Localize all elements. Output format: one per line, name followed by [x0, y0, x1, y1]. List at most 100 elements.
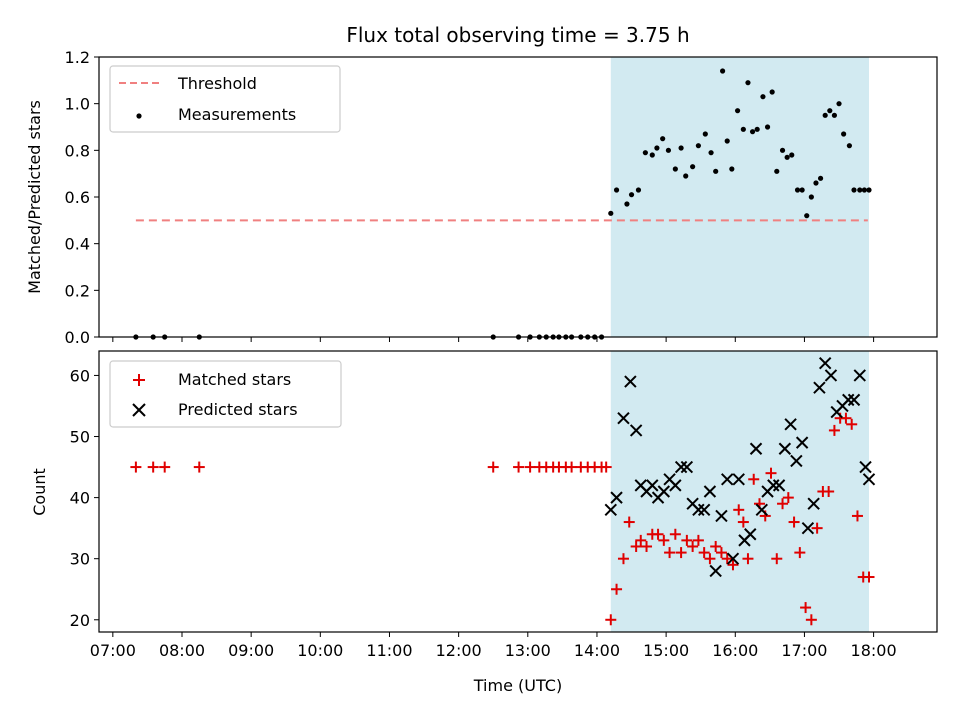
predicted-star-point [709, 564, 722, 578]
measurement-point [672, 166, 678, 172]
measurement-point [774, 168, 780, 174]
matched-star-point [664, 547, 676, 559]
matched-star-point [805, 614, 817, 626]
measurement-point [628, 192, 635, 198]
matched-star-point [605, 614, 617, 626]
bottom-y-ticks: 20 30 40 50 60 [70, 366, 99, 630]
top-y-tick-label: 0.4 [65, 235, 90, 254]
predicted-star-point [801, 521, 815, 535]
predicted-star-point [617, 411, 630, 425]
top-x-ticks [112, 337, 875, 342]
bottom-y-tick-label: 50 [70, 428, 90, 447]
measurement-point [635, 187, 642, 193]
measurement-point [817, 175, 824, 181]
measurement-point [729, 166, 735, 172]
top-legend: Threshold Measurements [109, 65, 341, 133]
matched-star-point [727, 559, 739, 571]
top-y-axis-label: Matched/Predicted stars [25, 100, 44, 294]
measurement-point [861, 187, 867, 193]
predicted-star-point [715, 509, 728, 523]
matched-star-point [566, 461, 578, 473]
bottom-y-tick-label: 60 [70, 366, 90, 385]
measurement-point [613, 187, 620, 193]
matched-star-point [611, 583, 623, 595]
matched-star-point [771, 553, 783, 565]
predicted-star-point [813, 381, 826, 394]
bottom-x-ticks: 07:00 08:00 09:00 10:00 11:00 12:00 13:00 14:00… [90, 632, 897, 660]
top-y-tick-label: 1.2 [65, 48, 90, 67]
legend-matched-label: Matched stars [178, 370, 291, 389]
x-tick-label: 11:00 [366, 641, 412, 660]
x-tick-label: 13:00 [505, 641, 551, 660]
measurement-point [745, 80, 751, 86]
measurement-point [708, 150, 714, 156]
matched-star-point [846, 418, 858, 430]
measurement-point [695, 143, 701, 149]
predicted-star-point [755, 503, 768, 517]
predicted-star-point [669, 479, 682, 492]
measurement-point [822, 112, 828, 118]
matched-star-point [652, 528, 664, 540]
top-y-tick-label: 0.8 [65, 141, 90, 160]
predicted-star-point [726, 552, 740, 565]
measurement-point [624, 201, 630, 207]
matched-star-point [524, 461, 536, 473]
measurement-point [734, 108, 741, 114]
legend-measurements-swatch [136, 113, 142, 119]
measurement-point [678, 145, 684, 151]
matched-star-point [737, 516, 749, 528]
matched-star-point [748, 473, 760, 485]
predicted-star-point [749, 442, 763, 455]
top-y-ticks: 0.0 0.2 0.4 0.6 0.8 1.0 1.2 [65, 48, 99, 347]
predicted-star-point [674, 460, 688, 474]
measurement-point [724, 138, 730, 144]
matched-star-point [687, 540, 699, 552]
matched-star-point [623, 516, 635, 528]
predicted-star-point [853, 369, 866, 382]
measurement-point [608, 210, 614, 216]
matched-star-point [675, 547, 687, 559]
x-tick-label: 07:00 [90, 641, 136, 660]
predicted-star-point [721, 473, 734, 486]
measurement-point [779, 147, 786, 153]
measurement-point [660, 136, 666, 142]
matched-star-point [710, 540, 722, 552]
x-tick-label: 14:00 [574, 641, 620, 660]
matched-star-point [715, 547, 727, 559]
predicted-star-point [795, 436, 809, 449]
measurement-point [836, 101, 842, 107]
predicted-star-point [610, 491, 623, 504]
x-tick-label: 08:00 [159, 641, 205, 660]
matched-star-point [692, 534, 704, 546]
x-tick-label: 10:00 [297, 641, 343, 660]
matched-star-point [765, 467, 777, 479]
predicted-star-point [778, 442, 792, 455]
matched-star-point [487, 461, 499, 473]
predicted-star-point [790, 454, 803, 468]
predicted-star-point [703, 485, 717, 498]
bottom-legend-box [109, 360, 342, 428]
legend-threshold-label: Threshold [177, 74, 257, 93]
matched-star-point [828, 424, 840, 436]
predicted-star-point [862, 473, 876, 486]
measurement-point [866, 187, 872, 193]
predicted-star-point [784, 418, 797, 431]
top-y-tick-label: 0.0 [65, 328, 90, 347]
top-shaded-span [610, 57, 869, 337]
x-tick-label: 17:00 [781, 641, 827, 660]
matched-star-point [635, 534, 647, 546]
matched-star-point [698, 547, 710, 559]
measurement-point [789, 152, 795, 158]
predicted-star-point [824, 369, 838, 382]
matched-star-point [600, 461, 612, 473]
matched-star-point [742, 553, 754, 565]
top-legend-box [109, 65, 341, 133]
measurement-point [799, 187, 805, 193]
measurement-point [804, 213, 810, 219]
measurement-point [665, 147, 672, 153]
matched-star-point [811, 522, 823, 534]
legend-measurements-label: Measurements [178, 105, 296, 124]
matched-star-point [777, 498, 789, 510]
measurement-point [808, 194, 814, 200]
legend-predicted-label: Predicted stars [178, 400, 298, 419]
